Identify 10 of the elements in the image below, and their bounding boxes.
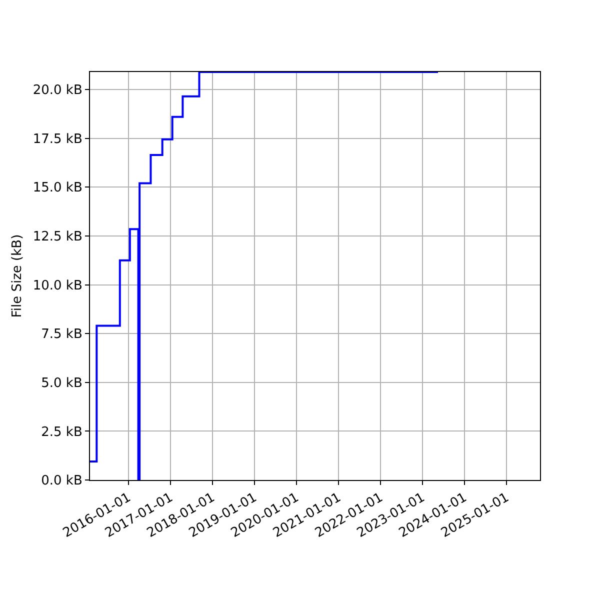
y-tick-label: 17.5 kB: [32, 132, 82, 147]
y-tick-label: 20.0 kB: [32, 83, 82, 98]
y-tick-label: 12.5 kB: [32, 230, 82, 245]
y-axis-title: File Size (kB): [10, 234, 25, 318]
y-tick-label: 10.0 kB: [32, 278, 82, 294]
y-tick-label: 5.0 kB: [41, 376, 82, 391]
y-tick-label: 7.5 kB: [41, 327, 82, 342]
y-tick-label: 2.5 kB: [41, 424, 82, 440]
y-tick-label: 15.0 kB: [32, 180, 82, 196]
y-tick-label: 0.0 kB: [41, 474, 82, 489]
